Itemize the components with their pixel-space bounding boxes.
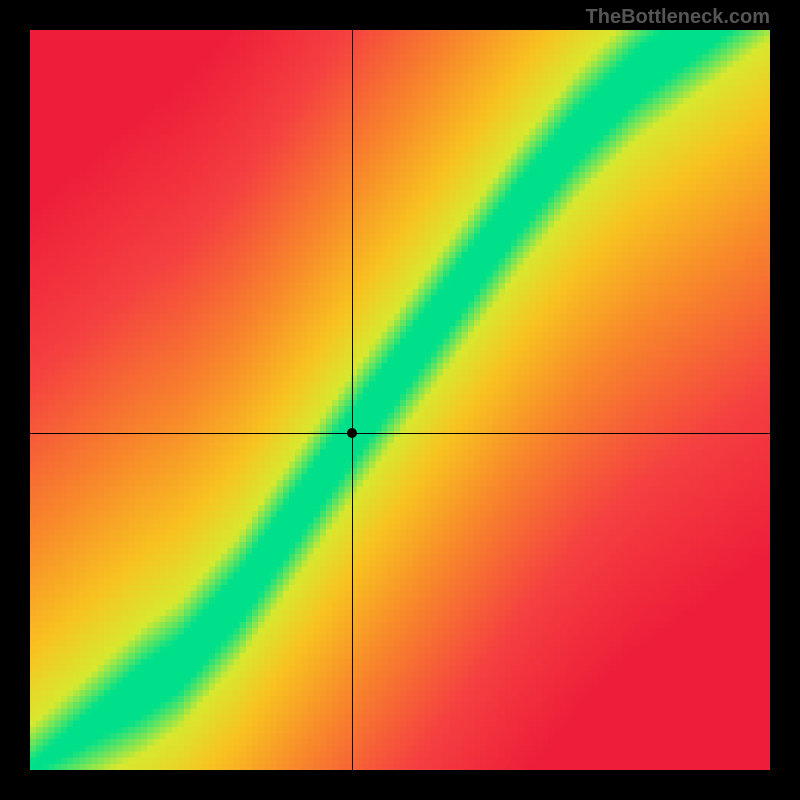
watermark-text: TheBottleneck.com — [586, 6, 770, 29]
bottleneck-heatmap — [30, 30, 770, 770]
chart-frame: TheBottleneck.com — [0, 0, 800, 800]
